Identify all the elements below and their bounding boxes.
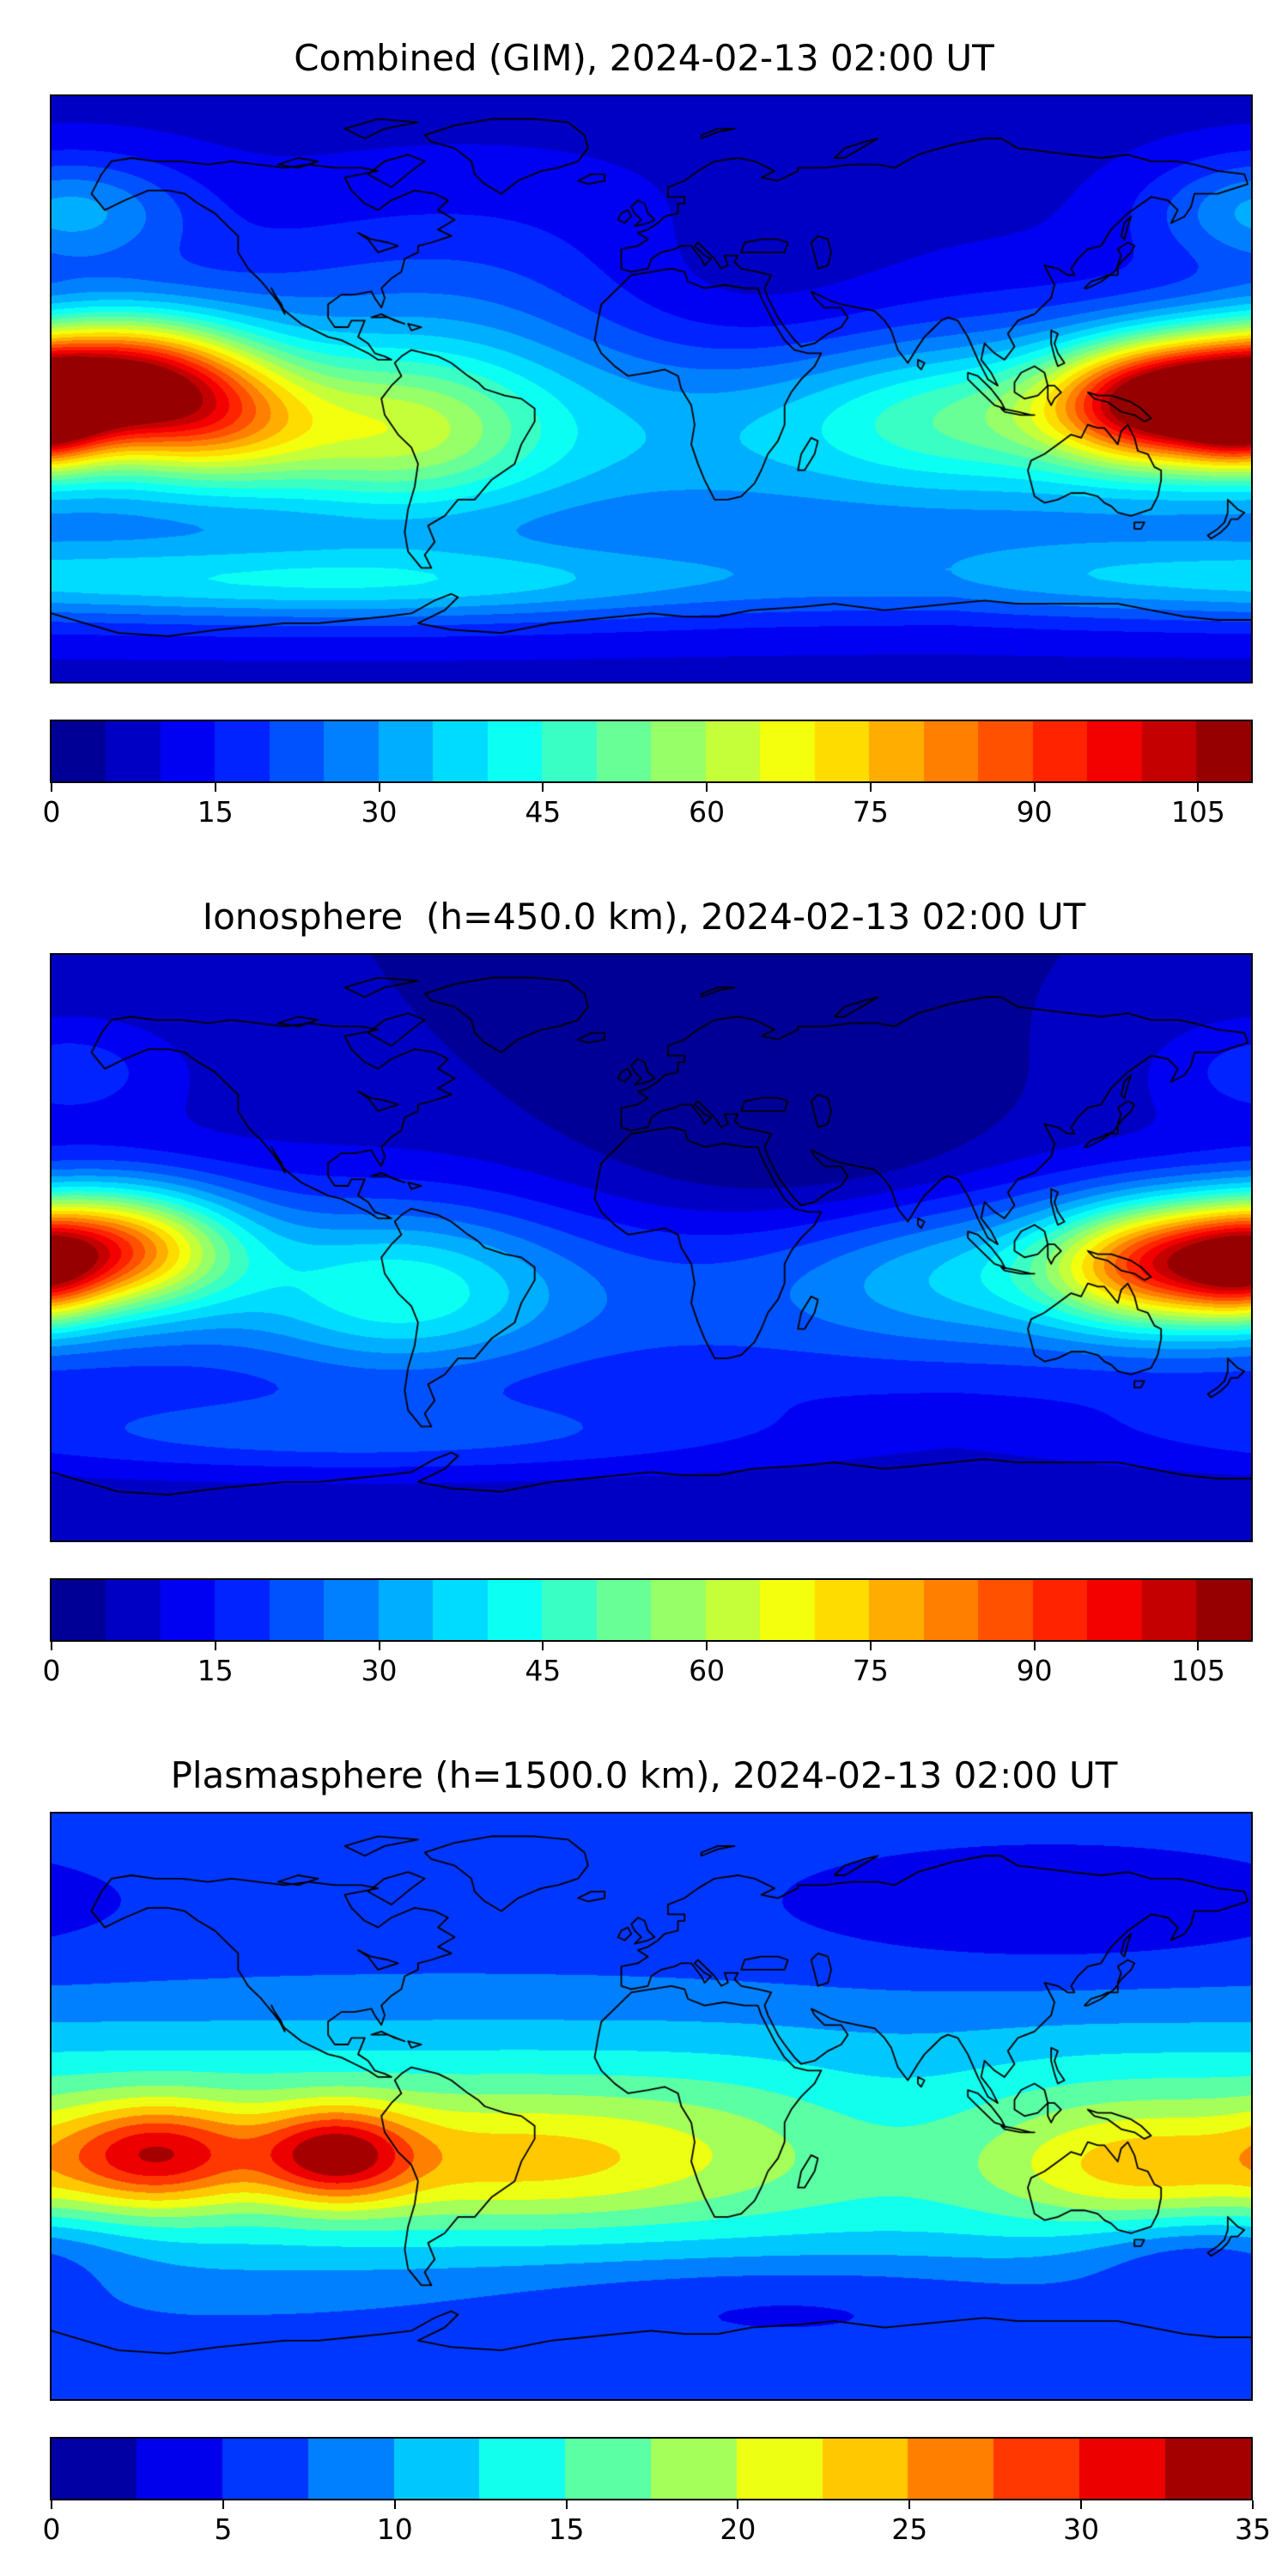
colorbar-tick-label: 0 — [42, 2512, 61, 2546]
map-canvas-plasmasphere — [50, 1812, 1253, 2401]
colorbar-tick-label: 15 — [197, 795, 234, 829]
colorbar-tick-mark — [706, 1642, 708, 1650]
colorbar-tick-label: 90 — [1016, 1654, 1053, 1687]
colorbar-tick-label: 25 — [891, 2512, 928, 2546]
colorbar-tick-label: 90 — [1016, 795, 1053, 829]
colorbar-tick-mark — [51, 783, 52, 792]
plot-area-plasmasphere: 0 5 10 15 20 25 30 35 — [43, 1812, 1271, 2555]
panel-ionosphere: Ionosphere (h=450.0 km), 2024-02-13 02:0… — [0, 859, 1288, 1717]
colorbar-tick-mark — [1033, 1642, 1036, 1650]
panel-plasmasphere: Plasmasphere (h=1500.0 km), 2024-02-13 0… — [0, 1717, 1288, 2576]
panel-title-ionosphere: Ionosphere (h=450.0 km), 2024-02-13 02:0… — [202, 896, 1086, 938]
colorbar-tick-mark — [737, 2500, 739, 2509]
colorbar-tick-label: 105 — [1170, 1654, 1225, 1687]
colorbar-tick-label: 45 — [525, 1654, 562, 1687]
colorbar-tick-mark — [1033, 783, 1036, 792]
colorbar-tick-label: 0 — [42, 795, 61, 829]
plot-area-combined: 0 15 30 45 60 75 90 105 — [43, 94, 1253, 838]
colorbar-tick-label: 60 — [689, 795, 726, 829]
colorbar-tick-mark — [1251, 2500, 1254, 2509]
colorbar-tick-label: 0 — [42, 1654, 61, 1687]
colorbar-tick-label: 15 — [548, 2512, 585, 2546]
colorbar-tick-label: 15 — [197, 1654, 234, 1687]
panel-title-plasmasphere: Plasmasphere (h=1500.0 km), 2024-02-13 0… — [170, 1754, 1118, 1796]
colorbar-tick-mark — [1197, 1642, 1200, 1650]
colorbar-tick-mark — [222, 2500, 224, 2509]
map-canvas-ionosphere — [50, 953, 1253, 1542]
colorbar-tick-mark — [51, 1642, 52, 1650]
colorbar-tick-mark — [51, 2500, 52, 2509]
colorbar-tick-label: 105 — [1170, 795, 1225, 829]
plot-area-ionosphere: 0 15 30 45 60 75 90 105 — [43, 953, 1253, 1697]
colorbar-tick-mark — [869, 783, 872, 792]
colorbar-canvas-combined — [50, 720, 1253, 783]
colorbar-tick-mark — [1080, 2500, 1083, 2509]
colorbar-tick-label: 75 — [852, 795, 889, 829]
colorbar-tick-mark — [565, 2500, 568, 2509]
colorbar-tick-mark — [706, 783, 708, 792]
colorbar-tick-label: 10 — [376, 2512, 413, 2546]
colorbar-tick-mark — [378, 783, 380, 792]
colorbar-tick-label: 30 — [1063, 2512, 1100, 2546]
colorbar-tick-mark — [542, 783, 544, 792]
colorbar-tick-mark — [869, 1642, 872, 1650]
colorbar-tick-label: 5 — [214, 2512, 233, 2546]
colorbar-tick-mark — [1197, 783, 1200, 792]
colorbar-tick-mark — [393, 2500, 396, 2509]
colorbar-canvas-plasmasphere — [50, 2437, 1253, 2500]
colorbar-tick-label: 30 — [361, 1654, 398, 1687]
colorbar-ticks-ionosphere: 0 15 30 45 60 75 90 105 — [43, 1642, 1253, 1697]
map-canvas-combined — [50, 94, 1253, 683]
colorbar-tick-label: 45 — [525, 795, 562, 829]
colorbar-tick-label: 60 — [689, 1654, 726, 1687]
colorbar-ticks-combined: 0 15 30 45 60 75 90 105 — [43, 783, 1253, 838]
colorbar-tick-label: 35 — [1234, 2512, 1271, 2546]
colorbar-tick-label: 20 — [720, 2512, 756, 2546]
colorbar-tick-mark — [908, 2500, 911, 2509]
colorbar-tick-label: 30 — [361, 795, 398, 829]
colorbar-tick-mark — [214, 1642, 216, 1650]
panel-title-combined: Combined (GIM), 2024-02-13 02:00 UT — [294, 37, 994, 79]
colorbar-tick-mark — [542, 1642, 544, 1650]
colorbar-canvas-ionosphere — [50, 1578, 1253, 1642]
colorbar-ticks-plasmasphere: 0 5 10 15 20 25 30 35 — [43, 2500, 1271, 2555]
colorbar-tick-mark — [378, 1642, 380, 1650]
colorbar-tick-mark — [214, 783, 216, 792]
panel-combined: Combined (GIM), 2024-02-13 02:00 UT 0 15 3… — [0, 0, 1288, 859]
colorbar-tick-label: 75 — [852, 1654, 889, 1687]
